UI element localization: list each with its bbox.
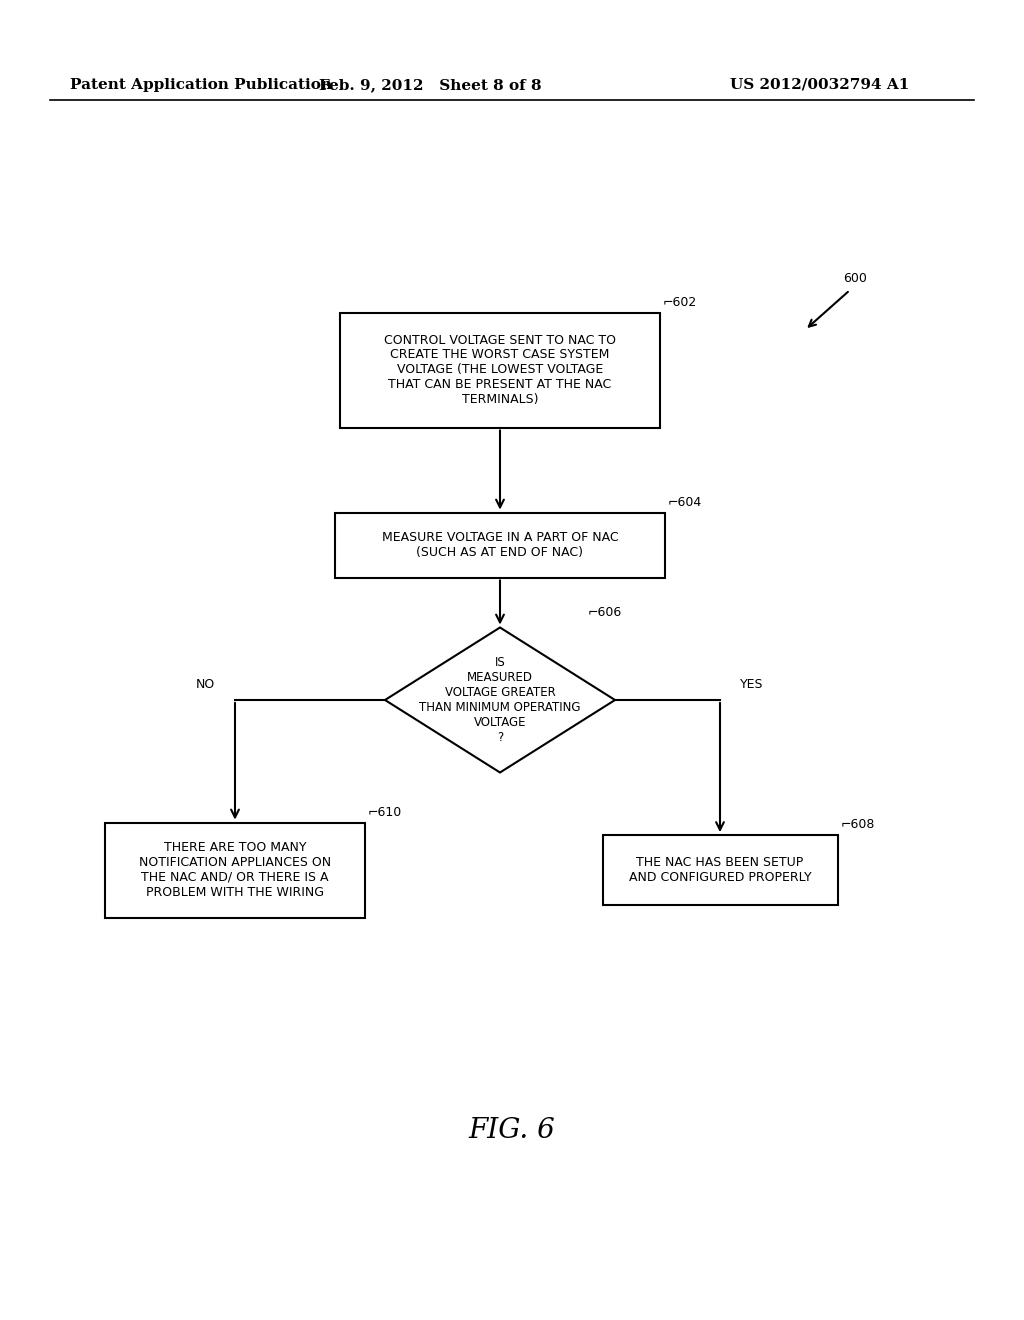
Text: THE NAC HAS BEEN SETUP
AND CONFIGURED PROPERLY: THE NAC HAS BEEN SETUP AND CONFIGURED PR… [629,855,811,884]
Text: YES: YES [740,678,764,692]
Bar [602,836,838,906]
Bar [335,512,665,578]
Bar [340,313,660,428]
Text: ⌐604: ⌐604 [668,495,702,508]
Text: 600: 600 [843,272,867,285]
Text: Patent Application Publication: Patent Application Publication [70,78,332,92]
Text: Feb. 9, 2012   Sheet 8 of 8: Feb. 9, 2012 Sheet 8 of 8 [318,78,542,92]
Text: ⌐602: ⌐602 [663,296,697,309]
Text: CONTROL VOLTAGE SENT TO NAC TO
CREATE THE WORST CASE SYSTEM
VOLTAGE (THE LOWEST : CONTROL VOLTAGE SENT TO NAC TO CREATE TH… [384,334,616,407]
Text: FIG. 6: FIG. 6 [469,1117,555,1143]
Text: MEASURE VOLTAGE IN A PART OF NAC
(SUCH AS AT END OF NAC): MEASURE VOLTAGE IN A PART OF NAC (SUCH A… [382,531,618,558]
Text: THERE ARE TOO MANY
NOTIFICATION APPLIANCES ON
THE NAC AND/ OR THERE IS A
PROBLEM: THERE ARE TOO MANY NOTIFICATION APPLIANC… [139,841,331,899]
Text: ⌐608: ⌐608 [841,818,874,832]
Text: ⌐610: ⌐610 [368,805,402,818]
Text: US 2012/0032794 A1: US 2012/0032794 A1 [730,78,909,92]
Polygon shape [385,627,615,772]
Text: IS
MEASURED
VOLTAGE GREATER
THAN MINIMUM OPERATING
VOLTAGE
?: IS MEASURED VOLTAGE GREATER THAN MINIMUM… [419,656,581,744]
Text: NO: NO [196,678,215,692]
Text: ⌐606: ⌐606 [588,606,623,619]
Bar [105,822,365,917]
